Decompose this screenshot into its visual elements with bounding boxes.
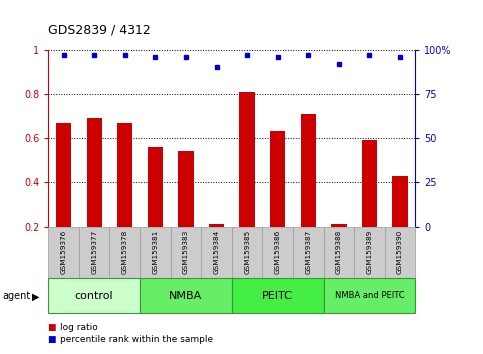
Text: GSM159390: GSM159390 bbox=[397, 230, 403, 274]
Bar bbox=[209, 224, 224, 227]
Bar bbox=[354, 227, 385, 278]
Text: GSM159381: GSM159381 bbox=[152, 230, 158, 274]
Text: GSM159388: GSM159388 bbox=[336, 230, 342, 274]
Text: percentile rank within the sample: percentile rank within the sample bbox=[60, 335, 213, 344]
Bar bbox=[86, 118, 102, 227]
Text: GDS2839 / 4312: GDS2839 / 4312 bbox=[48, 23, 151, 36]
Text: NMBA and PEITC: NMBA and PEITC bbox=[335, 291, 404, 300]
Bar bbox=[293, 227, 324, 278]
Text: control: control bbox=[75, 291, 114, 301]
Bar bbox=[300, 114, 316, 227]
Bar bbox=[232, 227, 262, 278]
Text: ■: ■ bbox=[48, 335, 60, 344]
Text: GSM159385: GSM159385 bbox=[244, 230, 250, 274]
Bar bbox=[140, 227, 170, 278]
Bar bbox=[148, 147, 163, 227]
Bar bbox=[48, 227, 79, 278]
Bar bbox=[201, 227, 232, 278]
Bar bbox=[79, 227, 110, 278]
Text: ▶: ▶ bbox=[32, 291, 40, 301]
Bar bbox=[270, 131, 285, 227]
Text: GSM159378: GSM159378 bbox=[122, 230, 128, 274]
Bar bbox=[324, 227, 354, 278]
Bar bbox=[240, 92, 255, 227]
Bar bbox=[232, 278, 324, 313]
Text: GSM159377: GSM159377 bbox=[91, 230, 97, 274]
Bar bbox=[393, 176, 408, 227]
Text: GSM159386: GSM159386 bbox=[275, 230, 281, 274]
Bar bbox=[117, 122, 132, 227]
Text: GSM159376: GSM159376 bbox=[60, 230, 67, 274]
Bar bbox=[362, 140, 377, 227]
Bar bbox=[324, 278, 415, 313]
Bar bbox=[56, 122, 71, 227]
Text: agent: agent bbox=[2, 291, 30, 301]
Bar bbox=[178, 152, 194, 227]
Bar bbox=[170, 227, 201, 278]
Text: GSM159384: GSM159384 bbox=[213, 230, 220, 274]
Text: PEITC: PEITC bbox=[262, 291, 293, 301]
Bar bbox=[331, 224, 347, 227]
Bar bbox=[385, 227, 415, 278]
Bar bbox=[110, 227, 140, 278]
Bar bbox=[262, 227, 293, 278]
Text: GSM159387: GSM159387 bbox=[305, 230, 312, 274]
Bar bbox=[48, 278, 140, 313]
Text: GSM159383: GSM159383 bbox=[183, 230, 189, 274]
Bar bbox=[140, 278, 232, 313]
Text: log ratio: log ratio bbox=[60, 323, 98, 332]
Text: NMBA: NMBA bbox=[170, 291, 202, 301]
Text: ■: ■ bbox=[48, 323, 60, 332]
Text: GSM159389: GSM159389 bbox=[367, 230, 372, 274]
